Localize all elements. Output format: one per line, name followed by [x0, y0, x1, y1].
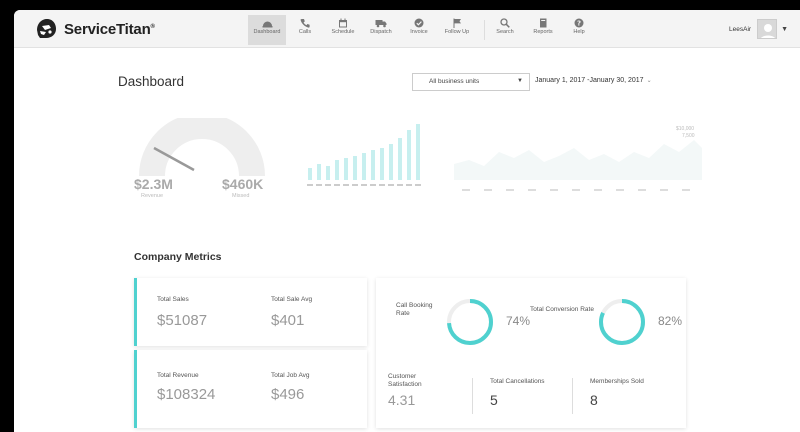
avatar[interactable] [757, 19, 778, 39]
bar [335, 160, 339, 180]
chart-sub-label: 7,500 [682, 133, 695, 139]
question-icon: ? [574, 18, 584, 28]
bar-chart-svg [307, 124, 421, 186]
revenue-card[interactable]: Total Revenue $108324 Total Job Avg $496 [134, 350, 367, 428]
svg-text:?: ? [577, 19, 581, 27]
bar [362, 153, 366, 180]
bar-axis-ticks [307, 184, 421, 186]
nav-calls[interactable]: Calls [286, 15, 324, 45]
bar [380, 148, 384, 180]
page-title: Dashboard [118, 74, 185, 89]
total-conversion-rate-label: Total Conversion Rate [530, 306, 594, 313]
chevron-down-icon: ▼ [517, 78, 523, 84]
brand-name: ServiceTitan® [64, 20, 155, 38]
gauge-track [139, 113, 265, 177]
total-sale-avg-value: $401 [271, 312, 305, 329]
missed-value: $460K [222, 176, 264, 192]
check-circle-icon [414, 18, 424, 28]
nav-schedule[interactable]: Schedule [324, 15, 362, 45]
business-unit-select[interactable]: All business units ▼ [412, 73, 530, 91]
monthly-bar-chart[interactable] [304, 120, 424, 198]
nav-invoice[interactable]: Invoice [400, 15, 438, 45]
user-name: LeesAir [729, 25, 752, 33]
total-revenue-value: $108324 [157, 386, 216, 403]
book-icon [540, 18, 547, 28]
bar [407, 130, 411, 180]
memberships-sold-label: Memberships Sold [590, 378, 644, 385]
nav-help[interactable]: ? Help [573, 18, 585, 35]
nav-search[interactable]: Search [486, 15, 524, 45]
nav-follow-up[interactable]: Follow Up [438, 15, 476, 45]
total-cancellations-value: 5 [490, 392, 498, 408]
servicetitan-logo[interactable]: ServiceTitan® [34, 19, 155, 39]
bar [353, 156, 357, 180]
total-sale-avg-label: Total Sale Avg [271, 296, 313, 303]
total-job-avg-value: $496 [271, 386, 305, 403]
chevron-down-icon[interactable]: ▼ [781, 25, 788, 33]
company-metrics-title: Company Metrics [134, 251, 222, 263]
trend-area [454, 140, 702, 180]
user-menu[interactable]: LeesAir ▼ [729, 18, 788, 40]
nav-divider [484, 20, 485, 40]
missed-label: Missed [232, 193, 250, 199]
total-conversion-rate-progress [599, 299, 645, 345]
call-booking-rate-value: 74% [505, 314, 531, 328]
bar-group [308, 124, 420, 180]
memberships-sold-value: 8 [590, 392, 598, 408]
total-conversion-rate-ring: 82% [598, 298, 682, 346]
divider [472, 378, 473, 414]
phone-icon [300, 19, 310, 28]
bar [326, 166, 330, 180]
flag-icon [453, 18, 461, 28]
customer-satisfaction-value: 4.31 [388, 392, 416, 408]
truck-icon [375, 20, 387, 28]
chart-top-label: $10,000 [676, 126, 694, 132]
bar [371, 150, 375, 180]
bar [344, 158, 348, 180]
line-axis-ticks [462, 189, 690, 191]
rates-card[interactable]: Call Booking Rate 74% Total Conversion R… [376, 278, 686, 428]
bar [317, 164, 321, 180]
nav-dispatch[interactable]: Dispatch [362, 15, 400, 45]
nav-dashboard[interactable]: Dashboard [248, 15, 286, 45]
calendar-icon [339, 18, 347, 28]
user-silhouette-icon [761, 24, 776, 38]
call-booking-rate-ring: 74% [446, 298, 530, 346]
total-job-avg-label: Total Job Avg [271, 372, 310, 379]
call-booking-rate-label: Call Booking Rate [396, 302, 433, 318]
dashboard-icon [262, 21, 272, 28]
business-unit-value: All business units [429, 78, 480, 85]
bar [416, 124, 420, 180]
date-range-picker[interactable]: January 1, 2017 -January 30, 2017 ⌄ [535, 77, 652, 84]
total-sales-label: Total Sales [157, 296, 189, 303]
line-chart-svg: $10,000 7,500 [454, 126, 702, 191]
search-icon [500, 18, 510, 28]
date-range-value: January 1, 2017 -January 30, 2017 [535, 77, 644, 84]
titan-helmet-logo-icon [37, 19, 56, 38]
revenue-label: Revenue [141, 193, 164, 199]
bar [389, 144, 393, 180]
gauge-needle [153, 146, 195, 172]
divider [572, 378, 573, 414]
revenue-gauge[interactable]: $2.3M Revenue $460K Missed [132, 113, 272, 208]
total-cancellations-label: Total Cancellations [490, 378, 545, 385]
total-sales-value: $51087 [157, 312, 208, 329]
total-conversion-rate-value: 82% [657, 314, 683, 328]
revenue-value: $2.3M [134, 176, 173, 192]
customer-satisfaction-label: Customer Satisfaction [388, 373, 422, 389]
app-window: ServiceTitan® Dashboard Calls Schedule [14, 10, 800, 432]
call-booking-rate-progress [447, 299, 493, 345]
nav-reports[interactable]: Reports [524, 15, 562, 45]
bar [308, 168, 312, 180]
sales-card[interactable]: Total Sales $51087 Total Sale Avg $401 [134, 278, 367, 346]
total-revenue-label: Total Revenue [157, 372, 199, 379]
revenue-trend-chart[interactable]: $10,000 7,500 [454, 122, 704, 198]
top-navigation-bar: ServiceTitan® Dashboard Calls Schedule [14, 10, 800, 48]
gauge-arc [139, 113, 265, 177]
bar [398, 138, 402, 180]
chevron-down-icon: ⌄ [646, 78, 652, 84]
